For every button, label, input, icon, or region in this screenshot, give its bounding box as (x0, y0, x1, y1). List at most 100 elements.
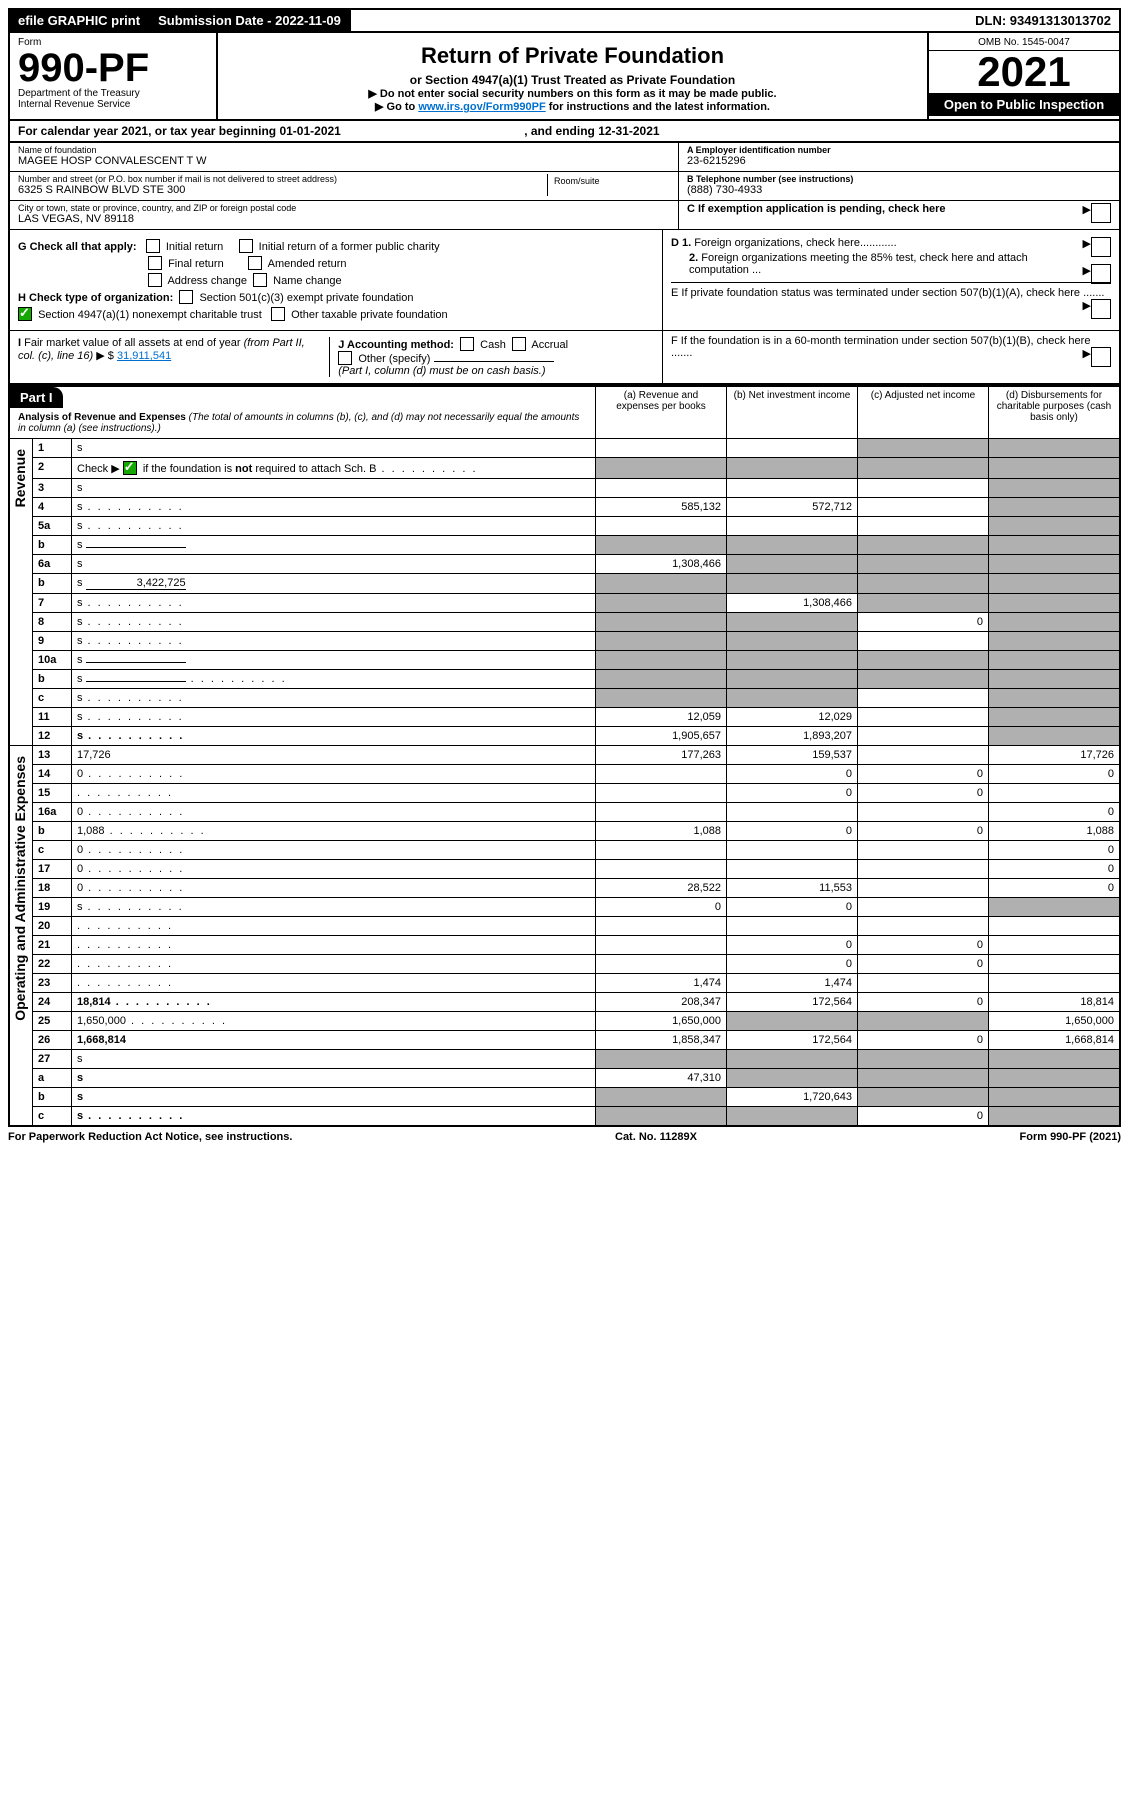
footer-mid: Cat. No. 11289X (615, 1131, 697, 1143)
cell (989, 670, 1121, 689)
cell (727, 555, 858, 574)
g-final-return-checkbox[interactable] (148, 256, 162, 270)
cell (596, 1050, 727, 1069)
line-number: 7 (33, 594, 72, 613)
efile-label: efile GRAPHIC print (10, 10, 150, 31)
line-number: 20 (33, 917, 72, 936)
col-b-header: (b) Net investment income (727, 386, 858, 439)
line-description: s (72, 517, 596, 536)
footer-left: For Paperwork Reduction Act Notice, see … (8, 1131, 292, 1143)
ein-value: 23-6215296 (687, 155, 1111, 167)
line-number: 23 (33, 974, 72, 993)
table-row: 12s1,905,6571,893,207 (9, 727, 1120, 746)
cell (858, 517, 989, 536)
cell: 0 (989, 860, 1121, 879)
dept: Department of the Treasury (18, 88, 208, 99)
line-number: 25 (33, 1012, 72, 1031)
j-cash-checkbox[interactable] (460, 337, 474, 351)
calendar-year-row: For calendar year 2021, or tax year begi… (8, 121, 1121, 143)
line-description: 0 (72, 765, 596, 784)
line-number: c (33, 841, 72, 860)
table-row: 16a00 (9, 803, 1120, 822)
g-address-change-checkbox[interactable] (148, 273, 162, 287)
cell (989, 936, 1121, 955)
cell: 1,858,347 (596, 1031, 727, 1050)
irs-link[interactable]: www.irs.gov/Form990PF (418, 101, 545, 113)
j-other-checkbox[interactable] (338, 351, 352, 365)
cell (596, 955, 727, 974)
cell: 0 (858, 822, 989, 841)
cell (989, 517, 1121, 536)
g-name-change-checkbox[interactable] (253, 273, 267, 287)
cell (727, 613, 858, 632)
ein-label: A Employer identification number (687, 145, 1111, 155)
cell (596, 670, 727, 689)
cell (596, 803, 727, 822)
c-checkbox[interactable] (1091, 203, 1111, 223)
fmv-value[interactable]: 31,911,541 (117, 350, 171, 362)
cell (858, 632, 989, 651)
d1-checkbox[interactable] (1091, 237, 1111, 257)
line-number: b (33, 822, 72, 841)
table-row: bs (9, 536, 1120, 555)
addr-label: Number and street (or P.O. box number if… (18, 174, 547, 184)
table-row: 6as1,308,466 (9, 555, 1120, 574)
j-accrual-checkbox[interactable] (512, 337, 526, 351)
cell (727, 689, 858, 708)
f-checkbox[interactable] (1091, 347, 1111, 367)
cell (727, 458, 858, 479)
cell (596, 458, 727, 479)
part1-label: Part I (10, 387, 63, 408)
cell: 0 (727, 822, 858, 841)
instruction-1: ▶ Do not enter social security numbers o… (228, 87, 917, 100)
line-description: s (72, 1088, 596, 1107)
cell (989, 594, 1121, 613)
j-label: J Accounting method: (338, 339, 454, 351)
line-description (72, 955, 596, 974)
col-d-header: (d) Disbursements for charitable purpose… (989, 386, 1121, 439)
d2-checkbox[interactable] (1091, 264, 1111, 284)
cell (989, 917, 1121, 936)
line-description: s (72, 1050, 596, 1069)
table-row: Operating and Administrative Expenses131… (9, 746, 1120, 765)
cell (727, 860, 858, 879)
table-row: 251,650,0001,650,0001,650,000 (9, 1012, 1120, 1031)
cell (596, 689, 727, 708)
g-initial-former-checkbox[interactable] (239, 239, 253, 253)
cell (727, 517, 858, 536)
table-row: 18028,52211,5530 (9, 879, 1120, 898)
footer: For Paperwork Reduction Act Notice, see … (8, 1127, 1121, 1143)
h-4947a1-checkbox[interactable] (18, 307, 32, 321)
cell (727, 439, 858, 458)
open-public: Open to Public Inspection (929, 93, 1119, 116)
e-checkbox[interactable] (1091, 299, 1111, 319)
f-label: F If the foundation is in a 60-month ter… (671, 335, 1090, 359)
cell: 1,308,466 (727, 594, 858, 613)
line-number: 3 (33, 479, 72, 498)
line-description: s (72, 498, 596, 517)
line-description: s (72, 727, 596, 746)
h-other-taxable-checkbox[interactable] (271, 307, 285, 321)
line-description: s (72, 708, 596, 727)
line-number: 4 (33, 498, 72, 517)
table-row: 27s (9, 1050, 1120, 1069)
cell (989, 974, 1121, 993)
line-number: 6a (33, 555, 72, 574)
line-description: s (72, 898, 596, 917)
h-501c3-checkbox[interactable] (179, 290, 193, 304)
cell (596, 594, 727, 613)
cell: 0 (858, 765, 989, 784)
g-initial-return-checkbox[interactable] (146, 239, 160, 253)
cell: 0 (858, 1107, 989, 1127)
line-number: 12 (33, 727, 72, 746)
phone-label: B Telephone number (see instructions) (687, 174, 1111, 184)
g-amended-checkbox[interactable] (248, 256, 262, 270)
cell: 0 (989, 803, 1121, 822)
table-row: 261,668,8141,858,347172,56401,668,814 (9, 1031, 1120, 1050)
cell (858, 974, 989, 993)
line-description: 17,726 (72, 746, 596, 765)
cell: 1,650,000 (989, 1012, 1121, 1031)
line-number: 11 (33, 708, 72, 727)
cell (596, 517, 727, 536)
line-number: 9 (33, 632, 72, 651)
